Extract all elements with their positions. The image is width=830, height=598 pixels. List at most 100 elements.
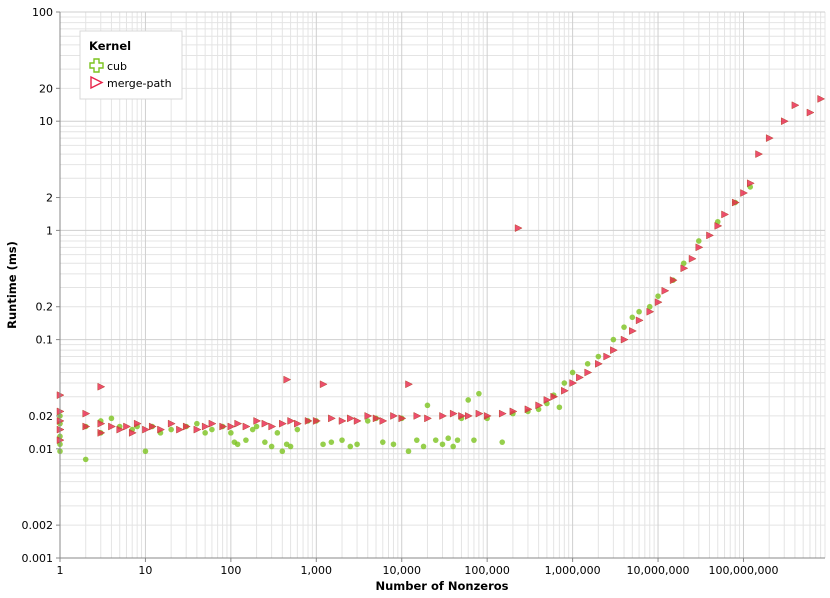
data-point-cub [569,369,576,376]
data-point-merge-path [629,327,637,335]
data-point-cub [465,397,472,403]
x-tick-label: 10,000,000 [627,564,690,577]
data-point-cub [584,361,591,367]
data-point-merge-path [372,414,381,423]
y-tick-label: 0.02 [29,410,54,423]
y-tick-label: 0.1 [36,334,54,347]
data-point-merge-path [449,409,458,418]
data-point-merge-path [620,335,629,344]
data-point-merge-path [464,412,473,420]
data-point-merge-path [721,210,730,219]
data-point-cub [320,441,326,448]
data-point-cub [646,303,653,310]
axes [59,12,825,559]
data-point-cub [202,430,208,436]
data-point-cub [287,443,294,450]
data-point-merge-path [193,425,202,434]
data-point-cub [209,426,215,433]
data-point-merge-path [261,419,270,428]
data-point-merge-path [765,134,774,143]
data-point-cub [253,423,260,430]
y-tick-label: 10 [39,115,53,128]
x-tick-label: 100 [220,564,241,577]
legend-item-cub: cub [89,58,127,73]
data-point-cub [294,426,301,433]
data-point-merge-path [755,150,764,158]
data-point-merge-path [219,422,228,431]
data-point-merge-path [543,396,552,404]
data-point-cub [228,430,234,436]
y-tick-label: 0.2 [36,301,54,314]
data-point-merge-path [287,417,296,425]
data-point-cub [696,238,702,244]
data-point-merge-path [524,405,533,414]
data-point-merge-path [364,412,373,420]
legend-box [79,30,183,100]
data-point-merge-path [328,414,336,423]
data-point-cub [339,437,345,443]
data-point-merge-path [379,417,388,425]
series-cub [57,184,754,463]
x-axis-title: Number of Nonzeros [375,579,508,593]
data-point-cub [476,390,482,397]
data-point-merge-path [176,425,184,434]
data-point-cub [420,443,427,450]
data-point-merge-path [654,298,663,307]
data-point-merge-path [268,422,277,431]
data-point-merge-path [780,117,789,126]
data-point-cub [595,353,602,360]
data-point-merge-path [294,419,302,428]
data-point-merge-path [706,231,715,240]
data-point-merge-path [584,368,593,377]
data-point-cub [610,336,617,343]
x-tick-labels: 1 10 100 1,000 10,000 100,000 1,000,000 10,000,… [57,558,778,577]
legend-label-merge-path: merge-path [107,77,172,90]
data-point-merge-path [695,243,704,252]
data-point-merge-path [746,179,755,188]
legend-label-cub: cub [107,60,127,73]
data-point-cub [168,426,174,433]
data-point-merge-path [123,422,132,431]
data-point-merge-path [128,428,137,437]
data-point-merge-path [610,346,618,355]
data-point-merge-path [157,425,166,434]
data-point-cub [680,260,687,267]
data-point-merge-path [576,373,584,382]
data-point-cub [262,439,268,445]
data-point-merge-path [304,417,313,425]
data-point-merge-path [806,108,815,117]
triangle-outline-icon [90,75,104,90]
data-point-merge-path [208,419,217,428]
data-point-merge-path [680,264,689,273]
data-point-merge-path [116,425,125,434]
data-point-merge-path [603,352,612,361]
data-point-cub [142,448,149,455]
data-point-cub [629,314,636,321]
x-tick-label: 1,000,000 [545,564,601,577]
data-point-cub [432,437,439,443]
data-point-cub [655,293,661,299]
y-axis-title: Runtime (ms) [5,241,19,329]
data-point-cub [499,439,506,445]
data-point-merge-path [439,412,448,420]
series-layer [56,95,826,463]
data-point-cub [439,441,446,448]
data-point-merge-path [319,380,328,389]
data-point-cub [243,437,249,443]
data-point-merge-path [133,419,142,428]
data-point-merge-path [475,409,484,418]
data-point-cub [390,441,397,448]
data-point-merge-path [731,198,740,207]
y-tick-label: 0.001 [22,552,54,565]
x-tick-label: 10,000 [382,564,421,577]
data-point-merge-path [498,409,507,418]
x-tick-label: 1,000 [301,564,333,577]
data-point-merge-path [405,380,414,389]
data-point-merge-path [148,422,157,431]
x-tick-label: 10 [138,564,152,577]
y-tick-label: 0.002 [22,519,54,532]
data-point-cub [379,439,386,445]
data-point-merge-path [227,422,236,431]
